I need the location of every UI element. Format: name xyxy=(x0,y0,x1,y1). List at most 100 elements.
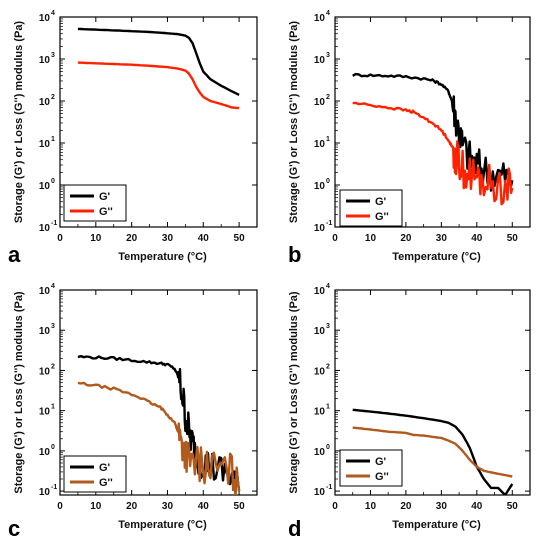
x-tick-label: 50 xyxy=(507,501,519,512)
y-tick-exponent: 3 xyxy=(326,52,330,59)
y-tick-exponent: 2 xyxy=(51,94,55,101)
x-tick-label: 30 xyxy=(162,233,174,244)
x-tick-label: 10 xyxy=(90,233,102,244)
x-tick-label: 0 xyxy=(332,233,338,244)
y-tick-exponent: -1 xyxy=(51,484,57,491)
panel-letter: c xyxy=(8,516,20,541)
x-tick-label: 50 xyxy=(234,501,246,512)
plot-frame xyxy=(59,289,258,496)
y-tick-label: 10 xyxy=(39,487,51,498)
x-tick-label: 50 xyxy=(234,233,246,244)
y-tick-label: 10 xyxy=(314,181,326,192)
y-tick-label: 10 xyxy=(39,286,51,297)
y-tick-label: 10 xyxy=(39,55,51,66)
plot-frame xyxy=(334,16,531,228)
legend-box xyxy=(339,189,403,227)
legend-label: G' xyxy=(375,456,387,468)
y-tick-label: 10 xyxy=(39,223,51,234)
y-tick-label: 10 xyxy=(314,366,326,377)
panel-letter: d xyxy=(288,516,301,541)
y-tick-exponent: 3 xyxy=(326,323,330,330)
y-tick-label: 10 xyxy=(39,139,51,150)
y-tick-label: 10 xyxy=(314,326,326,337)
x-axis-label: Temperature (°C) xyxy=(118,519,207,531)
legend-label: G'' xyxy=(99,477,113,489)
y-tick-label: 10 xyxy=(39,13,51,24)
plot-frame xyxy=(334,289,531,496)
y-tick-label: 10 xyxy=(314,13,326,24)
x-tick-label: 40 xyxy=(198,233,210,244)
series-line-g-prime xyxy=(352,408,514,495)
series-line-g-double-prime xyxy=(352,426,513,478)
y-tick-label: 10 xyxy=(314,286,326,297)
y-tick-exponent: -1 xyxy=(326,220,332,227)
x-tick-label: 30 xyxy=(436,233,448,244)
x-tick-label: 20 xyxy=(126,233,138,244)
y-tick-exponent: 3 xyxy=(51,323,55,330)
legend-label: G'' xyxy=(99,206,113,218)
y-tick-exponent: 0 xyxy=(326,178,330,185)
x-tick-label: 30 xyxy=(162,501,174,512)
y-tick-label: 10 xyxy=(39,407,51,418)
x-tick-label: 0 xyxy=(57,233,63,244)
y-tick-exponent: -1 xyxy=(326,484,332,491)
y-tick-exponent: 3 xyxy=(51,52,55,59)
y-tick-label: 10 xyxy=(39,97,51,108)
legend: G' G'' xyxy=(63,455,127,493)
y-axis-label: Storage (G') or Loss (G'') modulus (Pa) xyxy=(288,291,300,494)
y-tick-label: 10 xyxy=(314,139,326,150)
series-line-g-prime xyxy=(77,27,240,96)
x-tick-label: 20 xyxy=(126,501,138,512)
y-tick-exponent: 1 xyxy=(326,404,330,411)
y-tick-label: 10 xyxy=(314,223,326,234)
legend-label: G' xyxy=(99,191,111,203)
legend-label: G' xyxy=(375,196,387,208)
y-tick-label: 10 xyxy=(314,97,326,108)
x-tick-label: 30 xyxy=(436,501,448,512)
x-tick-label: 40 xyxy=(198,501,210,512)
y-axis-label: Storage (G') or Loss (G'') modulus (Pa) xyxy=(288,21,300,224)
legend: G' G'' xyxy=(63,184,127,222)
series-group xyxy=(352,72,514,206)
y-tick-exponent: 1 xyxy=(51,136,55,143)
x-axis-label: Temperature (°C) xyxy=(392,519,481,531)
y-tick-label: 10 xyxy=(39,366,51,377)
y-tick-exponent: 4 xyxy=(326,10,330,17)
y-tick-label: 10 xyxy=(39,181,51,192)
legend-box xyxy=(339,449,403,487)
x-tick-label: 40 xyxy=(471,501,483,512)
y-tick-exponent: 2 xyxy=(51,363,55,370)
x-tick-label: 0 xyxy=(57,501,63,512)
series-line-g-double-prime xyxy=(77,61,240,110)
y-tick-label: 10 xyxy=(39,447,51,458)
panel-letter: a xyxy=(8,242,21,267)
series-line-g-double-prime xyxy=(77,381,241,495)
y-tick-exponent: -1 xyxy=(51,220,57,227)
panel-letter: b xyxy=(288,242,301,267)
legend-label: G'' xyxy=(375,471,389,483)
y-axis-label: Storage (G') or Loss (G'') modulus (Pa) xyxy=(13,291,25,494)
y-tick-label: 10 xyxy=(314,447,326,458)
x-tick-label: 10 xyxy=(90,501,102,512)
legend-box xyxy=(63,184,127,222)
series-group xyxy=(77,355,241,495)
x-axis-label: Temperature (°C) xyxy=(392,251,481,263)
x-tick-label: 0 xyxy=(332,501,338,512)
y-tick-exponent: 4 xyxy=(51,10,55,17)
x-tick-label: 10 xyxy=(365,501,377,512)
y-tick-exponent: 2 xyxy=(326,363,330,370)
legend-label: G' xyxy=(99,462,111,474)
x-axis-label: Temperature (°C) xyxy=(118,251,207,263)
y-tick-exponent: 0 xyxy=(51,178,55,185)
y-tick-exponent: 0 xyxy=(326,444,330,451)
y-tick-exponent: 4 xyxy=(51,283,55,290)
series-line-g-prime xyxy=(352,72,514,192)
x-tick-label: 50 xyxy=(507,233,519,244)
plot-frame xyxy=(59,16,258,228)
